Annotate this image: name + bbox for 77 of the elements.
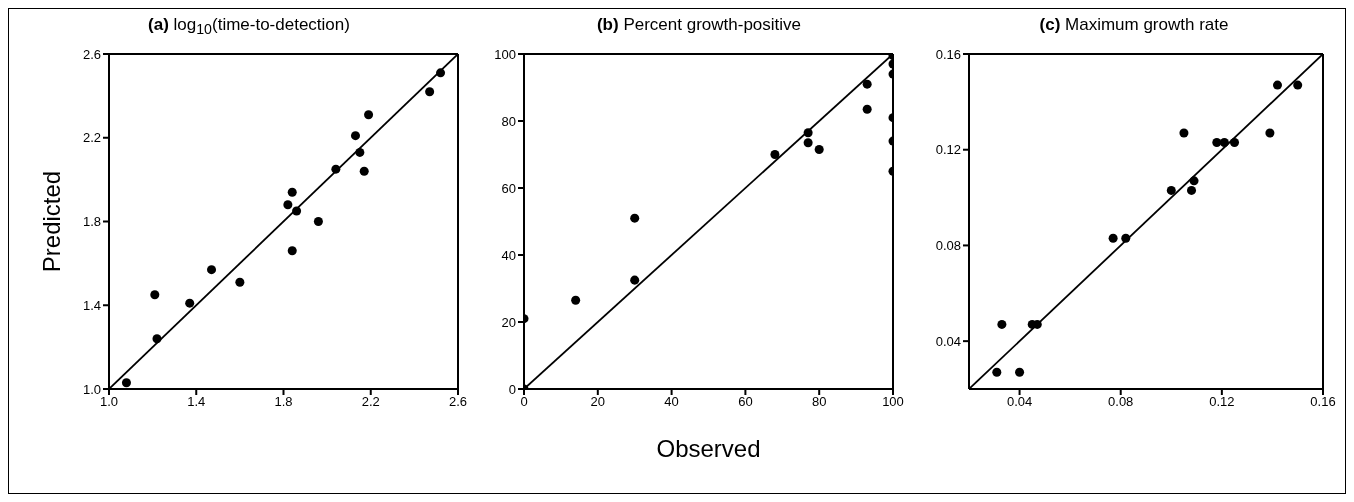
point [359,166,369,176]
point [313,216,323,227]
point [630,275,640,285]
point [992,367,1002,377]
point [1272,80,1282,90]
point [1229,138,1240,148]
point [207,265,217,275]
x-tick-label: 0.12 [1209,394,1235,410]
y-tick-label: 1.0 [82,381,101,397]
point [121,378,131,388]
y-tick-label: 100 [494,46,516,62]
x-tick-label: 80 [811,394,827,410]
point [287,246,297,256]
point [1212,138,1222,148]
point [364,110,374,120]
x-tick-label: 0.16 [1310,394,1336,410]
y-tick-label: 60 [501,180,516,196]
point [350,131,360,141]
chart-title: (b) Percent growth-positive [596,15,802,34]
x-tick-label: 2.6 [448,394,468,410]
point [331,164,341,174]
y-tick-label: 20 [501,314,516,330]
point [862,104,872,114]
y-tick-label: 0.04 [935,333,961,349]
x-axis-title: Observed [656,435,761,462]
x-tick-label: 40 [664,394,679,410]
chart-title: (c) Maximum growth rate [1039,15,1229,34]
point [1108,233,1118,243]
x-tick-label: 0.08 [1108,394,1134,410]
y-axis-title: Predicted [37,170,65,273]
y-tick-label: 1.8 [82,214,101,230]
y-tick-label: 80 [501,113,516,129]
point [287,187,297,197]
point [1293,80,1303,90]
point [630,213,640,223]
point [436,68,446,78]
x-tick-label: 1.4 [187,394,206,410]
x-tick-label: 1.8 [274,394,293,410]
y-tick-label: 0 [508,381,516,397]
point [1265,128,1275,138]
point [283,200,293,210]
point [814,144,824,154]
x-tick-label: 0.04 [1006,394,1033,410]
y-tick-label: 0.08 [935,238,961,254]
point [235,277,245,287]
point [997,319,1007,329]
point [803,138,813,148]
y-tick-label: 40 [501,247,516,263]
point [571,295,581,305]
point [150,290,160,300]
y-tick-label: 2.2 [82,130,101,146]
x-tick-label: 2.2 [361,394,380,410]
point [355,147,365,157]
point [1179,128,1189,138]
x-tick-label: 20 [590,394,606,410]
point [1121,233,1131,243]
x-tick-label: 1.0 [99,394,119,410]
point [1015,367,1025,377]
point [1219,138,1229,148]
x-tick-label: 100 [882,394,904,410]
y-tick-label: 0.16 [935,46,961,62]
point [1187,185,1197,195]
y-tick-label: 2.6 [82,46,101,62]
x-tick-label: 0 [520,394,528,410]
point [425,87,435,97]
point [1189,176,1199,186]
x-tick-label: 60 [738,394,753,410]
y-tick-label: 1.4 [82,297,101,313]
chart-title: (a) log$_{10}$(time-to-detection) [148,15,350,38]
point [152,334,162,344]
point [292,206,302,216]
point [803,128,813,138]
point [862,79,872,89]
point [185,298,195,308]
y-tick-label: 0.12 [935,142,961,158]
point [770,149,780,160]
point [1166,185,1176,195]
